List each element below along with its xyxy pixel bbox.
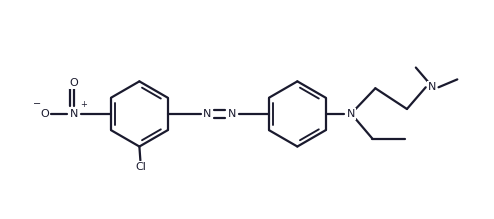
Text: N: N <box>70 109 79 119</box>
Text: N: N <box>204 109 212 119</box>
Text: −: − <box>33 99 41 109</box>
Text: O: O <box>40 109 49 119</box>
Text: +: + <box>80 100 86 109</box>
Text: O: O <box>70 78 79 88</box>
Text: N: N <box>427 82 436 92</box>
Text: N: N <box>346 109 355 119</box>
Text: Cl: Cl <box>135 162 146 172</box>
Text: N: N <box>228 109 236 119</box>
